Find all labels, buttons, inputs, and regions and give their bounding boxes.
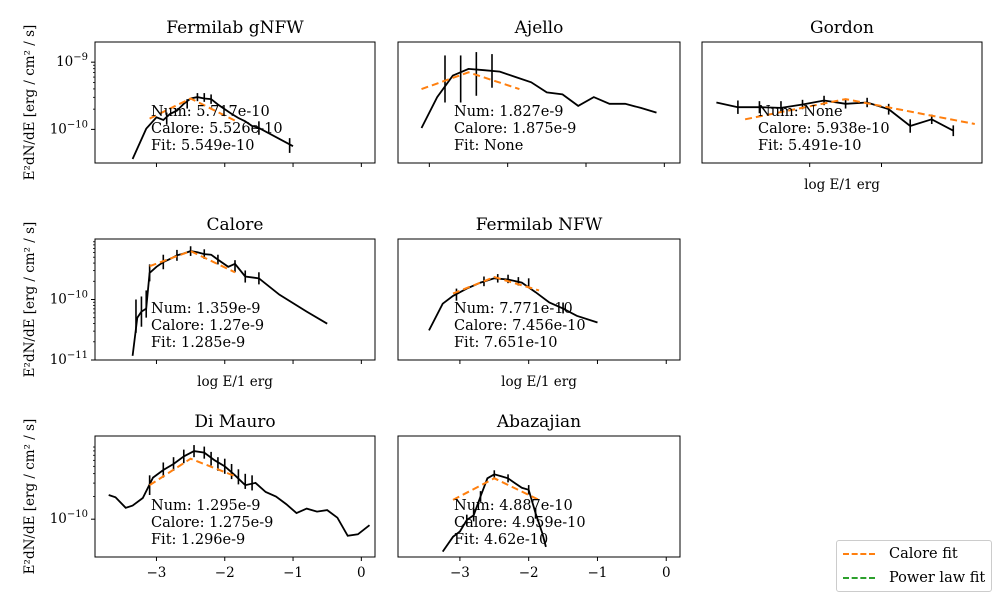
axes-frame — [397, 435, 681, 558]
value-annotation: Calore: 7.456e-10 — [454, 318, 586, 334]
y-tick-label: 10−10 — [50, 509, 88, 527]
plot-area — [131, 246, 328, 356]
x-tick-label: −2 — [215, 565, 235, 581]
plot-area — [716, 95, 975, 137]
value-annotation: Num: 1.827e-9 — [454, 104, 564, 120]
panel-title: Gordon — [810, 18, 874, 38]
x-tick-label: 0 — [662, 565, 671, 581]
value-annotation: Calore: 5.938e-10 — [758, 121, 890, 137]
panel-title: Fermilab NFW — [476, 215, 603, 235]
power-law-fit-swatch — [843, 577, 875, 579]
value-annotation: Num: 4.887e-10 — [454, 498, 573, 514]
legend: Calore fit Power law fit — [836, 540, 992, 592]
legend-label: Power law fit — [889, 570, 986, 586]
x-tick-label: −1 — [588, 565, 608, 581]
calore-fit-line — [149, 250, 236, 274]
value-annotation: Num: None — [758, 104, 843, 120]
x-tick-label: 0 — [357, 565, 366, 581]
axes-frame — [397, 238, 681, 361]
value-annotation: Calore: 1.27e-9 — [151, 318, 264, 334]
value-annotation: Fit: 5.549e-10 — [151, 138, 254, 154]
y-tick-label: 10−10 — [50, 119, 88, 137]
value-annotation: Calore: 1.875e-9 — [454, 121, 576, 137]
plot-area — [441, 470, 547, 553]
value-annotation: Calore: 4.959e-10 — [454, 515, 586, 531]
calore-fit-line — [452, 276, 540, 295]
x-axis-label: log E/1 erg — [804, 177, 880, 193]
x-axis-label: log E/1 erg — [197, 374, 273, 390]
value-annotation: Num: 1.359e-9 — [151, 301, 261, 317]
axes-frame — [94, 238, 376, 361]
value-annotation: Calore: 1.275e-9 — [151, 515, 273, 531]
legend-entry-power-law-fit: Power law fit — [843, 567, 985, 589]
plot-area — [108, 445, 371, 537]
plot-area — [428, 274, 598, 331]
x-tick-label: −3 — [147, 565, 167, 581]
y-axis-label: E²dN/dE [erg / cm² / s] — [22, 222, 38, 378]
calore-fit-line — [452, 477, 540, 501]
value-annotation: Fit: 4.62e-10 — [454, 532, 548, 548]
calore-fit-line — [149, 97, 236, 122]
y-tick-label: 10−9 — [56, 52, 88, 70]
y-axis-label: E²dN/dE [erg / cm² / s] — [22, 25, 38, 181]
value-annotation: Fit: 1.285e-9 — [151, 335, 245, 351]
value-annotation: Num: 1.295e-9 — [151, 498, 261, 514]
x-tick-label: −3 — [450, 565, 470, 581]
value-annotation: Num: 5.717e-10 — [151, 104, 270, 120]
calore-fit-line — [421, 71, 520, 91]
x-tick-label: −2 — [519, 565, 539, 581]
value-annotation: Fit: 1.296e-9 — [151, 532, 245, 548]
y-axis-label: E²dN/dE [erg / cm² / s] — [22, 419, 38, 575]
value-annotation: Num: 7.771e-10 — [454, 301, 573, 317]
axes-frame — [397, 41, 681, 164]
panel-di-mauro: Di Mauro −3 −2 −1 0 10−10 Num: 1.295e-9Calore:… — [22, 412, 376, 581]
spectrum-line — [108, 450, 371, 537]
x-tick-label: −1 — [283, 565, 303, 581]
spectrum-line — [441, 473, 547, 553]
plot-area — [420, 52, 657, 129]
plot-area — [131, 93, 294, 160]
panel-title: Calore — [206, 215, 263, 235]
panel-fermilab-gnfw: Fermilab gNFW 10−10 10−9 Num: 5.717e-10Calo… — [22, 18, 376, 181]
y-tick-label: 10−10 — [50, 290, 88, 308]
axes-frame — [94, 435, 376, 558]
value-annotation: Calore: 5.526e-10 — [151, 121, 283, 137]
panel-title: Di Mauro — [194, 412, 275, 432]
panel-title: Abazajian — [496, 412, 581, 432]
legend-entry-calore-fit: Calore fit — [843, 543, 958, 565]
value-annotation: Fit: None — [454, 138, 523, 154]
value-annotation: Fit: 5.491e-10 — [758, 138, 861, 154]
y-tick-label: 10−11 — [50, 350, 88, 368]
panel-title: Fermilab gNFW — [166, 18, 304, 38]
calore-fit-line — [149, 457, 236, 487]
panel-title: Ajello — [514, 18, 564, 38]
axes-frame — [94, 41, 376, 164]
legend-label: Calore fit — [889, 546, 958, 562]
value-annotation: Fit: 7.651e-10 — [454, 335, 557, 351]
axes-frame — [701, 41, 983, 164]
x-axis-label: log E/1 erg — [501, 374, 577, 390]
calore-fit-swatch — [843, 553, 875, 555]
calore-fit-line — [744, 98, 975, 125]
